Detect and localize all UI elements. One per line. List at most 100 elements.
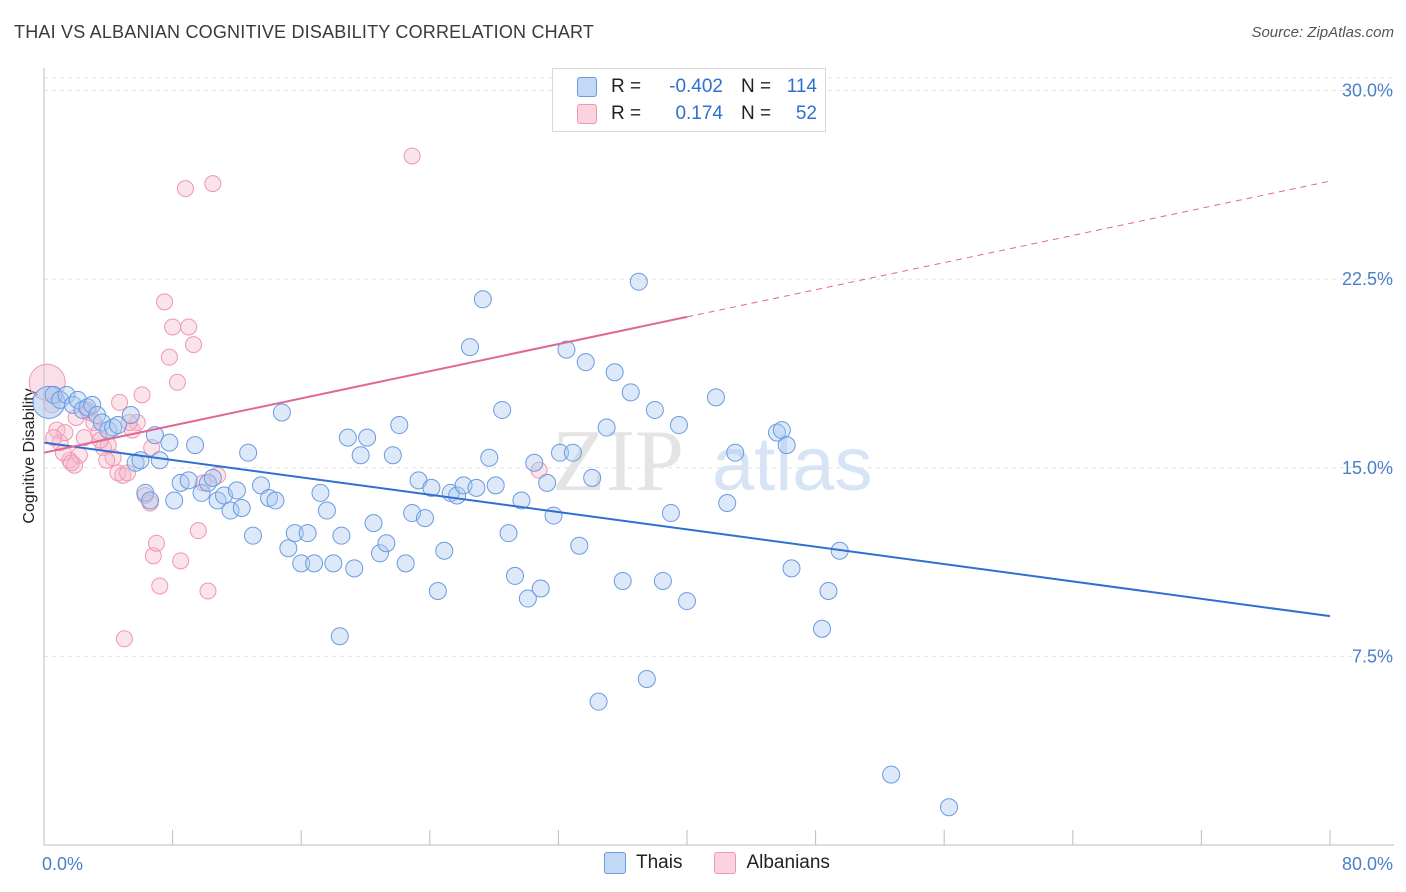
thais-point — [467, 478, 486, 497]
thais-point — [480, 448, 499, 467]
albanians-point — [133, 386, 151, 404]
r-label: R = — [611, 103, 642, 124]
thais-point — [772, 421, 791, 440]
thais-point — [73, 400, 92, 419]
albanians-point — [204, 175, 222, 193]
albanians-swatch — [714, 852, 737, 874]
n-label: N = — [741, 76, 772, 97]
albanians-point — [176, 180, 194, 198]
n-value: 52 — [795, 103, 817, 124]
albanians-point — [156, 293, 174, 311]
thais-point — [338, 428, 357, 447]
thais-point — [505, 566, 524, 585]
thais-point — [390, 416, 409, 435]
thais-point — [266, 491, 285, 510]
albanians-point — [144, 547, 162, 565]
thais-point — [597, 418, 616, 437]
thais-point — [669, 416, 688, 435]
series-legend: Thais Albanians — [604, 852, 862, 874]
thais-swatch — [577, 77, 597, 97]
y-axis-label: Cognitive Disability — [21, 388, 38, 523]
thais-point — [330, 627, 349, 646]
thais-point — [198, 473, 217, 492]
thais-point — [661, 504, 680, 523]
thais-point — [57, 385, 76, 404]
thais-points — [32, 272, 959, 817]
y-tick-label: 7.5% — [1352, 646, 1393, 666]
watermark: ZIP atlas — [552, 413, 873, 510]
thais-point — [92, 413, 111, 432]
thais-point — [629, 272, 648, 291]
source-label: Source: ZipAtlas.com — [1251, 24, 1394, 41]
thais-point — [292, 554, 311, 573]
y-tick-labels: 7.5% 15.0% 22.5% 30.0% — [1342, 81, 1393, 667]
albanians-trend-line — [43, 315, 688, 454]
thais-point — [486, 476, 505, 495]
albanians-point — [98, 451, 116, 469]
thais-point — [121, 405, 140, 424]
albanians-point — [168, 373, 186, 391]
thais-point — [311, 483, 330, 502]
thais-point — [551, 443, 570, 462]
x-tick-label: 0.0% — [42, 854, 83, 874]
albanians-point — [172, 552, 190, 570]
thais-point — [645, 400, 664, 419]
albanians-point — [66, 456, 84, 474]
albanians-point — [403, 147, 421, 165]
albanians-point — [115, 630, 133, 648]
legend-row-thais: R = -0.402 N = 114 — [577, 75, 817, 99]
thais-point — [726, 443, 745, 462]
n-label: N = — [741, 103, 772, 124]
thais-point — [383, 446, 402, 465]
albanians-point — [180, 318, 198, 336]
thais-point — [605, 363, 624, 382]
n-value: 114 — [786, 76, 817, 97]
y-tick-label: 15.0% — [1342, 458, 1393, 478]
thais-point — [192, 483, 211, 502]
thais-swatch — [604, 852, 626, 874]
thais-point — [305, 554, 324, 573]
thais-point — [557, 340, 576, 359]
albanians-point — [45, 429, 63, 447]
thais-point — [252, 476, 271, 495]
thais-point — [613, 571, 632, 590]
thais-point — [473, 290, 492, 309]
albanians-point — [151, 577, 169, 595]
thais-point — [351, 446, 370, 465]
thais-point — [525, 453, 544, 472]
thais-point — [279, 539, 298, 558]
thais-point — [777, 436, 796, 455]
albanians-point — [99, 436, 117, 454]
thais-point — [221, 501, 240, 520]
thais-point — [563, 443, 582, 462]
thais-point — [538, 473, 557, 492]
thais-point — [370, 544, 389, 563]
thais-point — [203, 468, 222, 487]
thais-point — [83, 395, 102, 414]
thais-point — [518, 589, 537, 608]
thais-point — [637, 670, 656, 689]
legend-label-thais: Thais — [636, 852, 683, 873]
r-value: 0.174 — [675, 103, 723, 124]
albanians-point — [184, 336, 202, 354]
thais-point — [493, 400, 512, 419]
albanians-point — [114, 466, 132, 484]
albanians-point — [56, 424, 74, 442]
thais-trend-line — [43, 441, 1331, 618]
thais-point — [718, 493, 737, 512]
thais-point — [150, 451, 169, 470]
thais-point — [940, 798, 959, 817]
thais-point — [583, 468, 602, 487]
thais-point — [576, 353, 595, 372]
grid-lines — [44, 77, 1394, 657]
thais-point — [317, 501, 336, 520]
thais-point — [272, 403, 291, 422]
trend-lines — [43, 180, 1331, 618]
thais-point — [499, 524, 518, 543]
thais-point — [332, 526, 351, 545]
albanians-point — [62, 454, 80, 472]
thais-point — [621, 383, 640, 402]
legend-item-thais: Thais — [604, 852, 682, 874]
watermark-atlas: atlas — [712, 422, 873, 507]
